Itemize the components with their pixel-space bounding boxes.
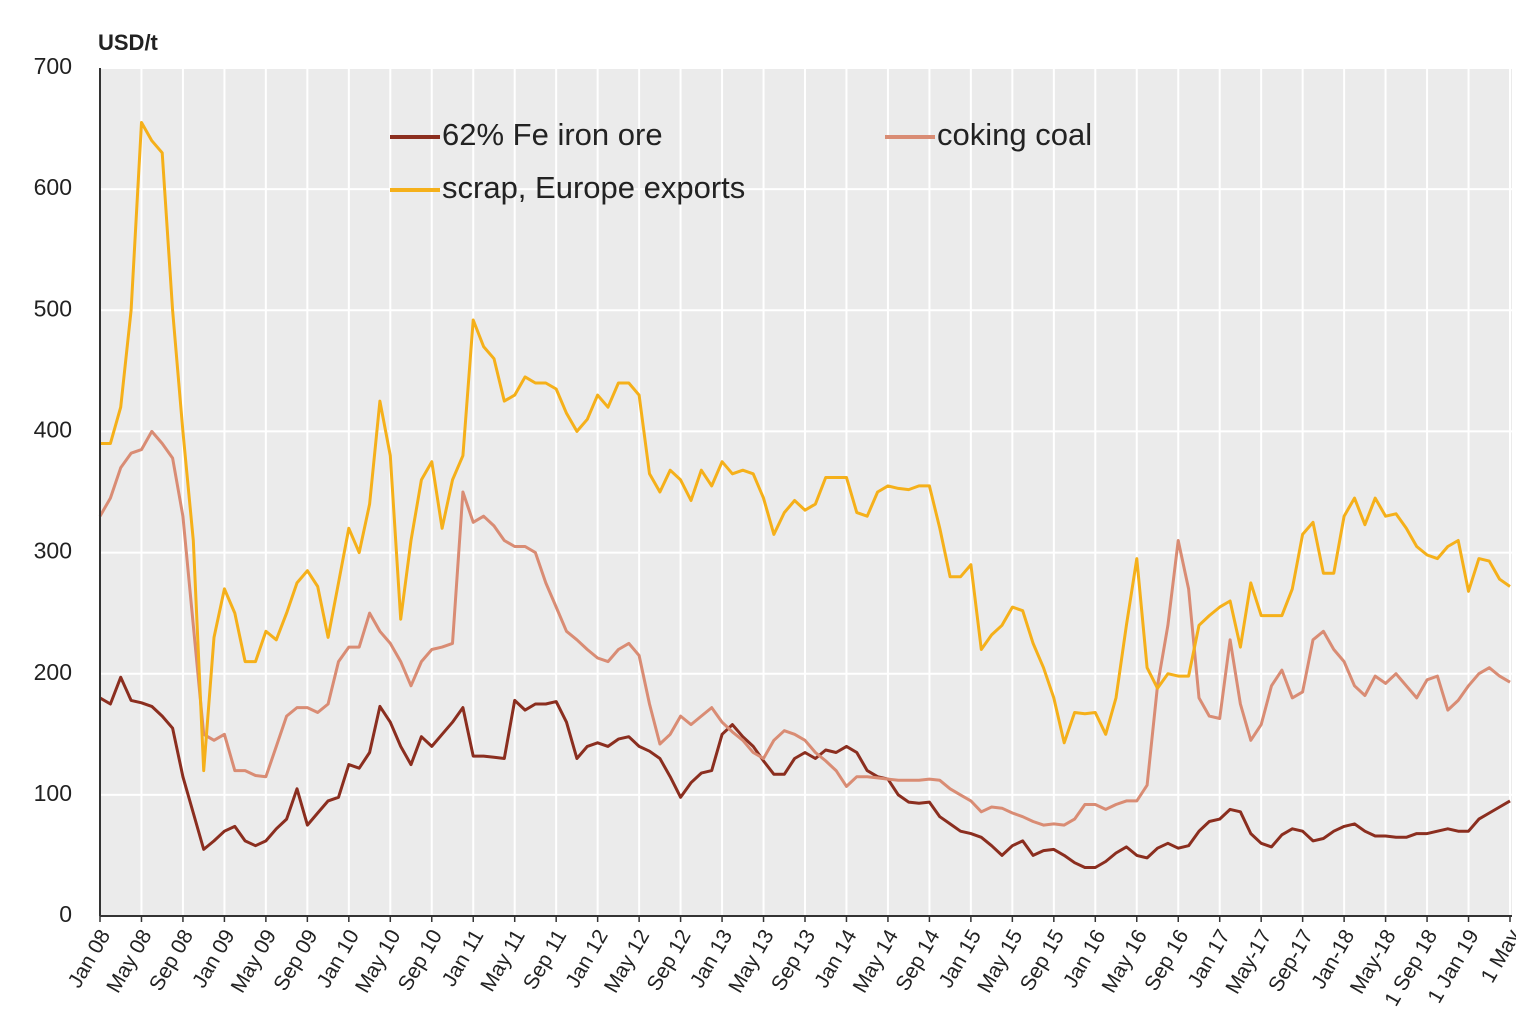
series-line — [99, 675, 1511, 869]
y-tick-label: 200 — [34, 659, 72, 685]
legend-label: 62% Fe iron ore — [442, 117, 663, 152]
y-axis-label: USD/t — [98, 30, 159, 55]
x-tick-label: 1 May — [1477, 925, 1516, 986]
lines — [98, 121, 1511, 869]
y-tick-label: 600 — [34, 174, 72, 200]
y-tick-label: 0 — [59, 901, 72, 927]
y-tick-label: 400 — [34, 417, 72, 443]
series-line — [98, 429, 1511, 827]
y-tick-label: 700 — [34, 53, 72, 79]
legend-label: scrap, Europe exports — [442, 170, 745, 205]
legend: 62% Fe iron ore coking coal scrap, Europe … — [390, 117, 1092, 205]
series-line — [100, 121, 1511, 773]
legend-label: coking coal — [937, 117, 1092, 152]
y-tick-label: 500 — [34, 295, 72, 321]
y-tick-label: 300 — [34, 538, 72, 564]
y-tick-label: 100 — [34, 780, 72, 806]
